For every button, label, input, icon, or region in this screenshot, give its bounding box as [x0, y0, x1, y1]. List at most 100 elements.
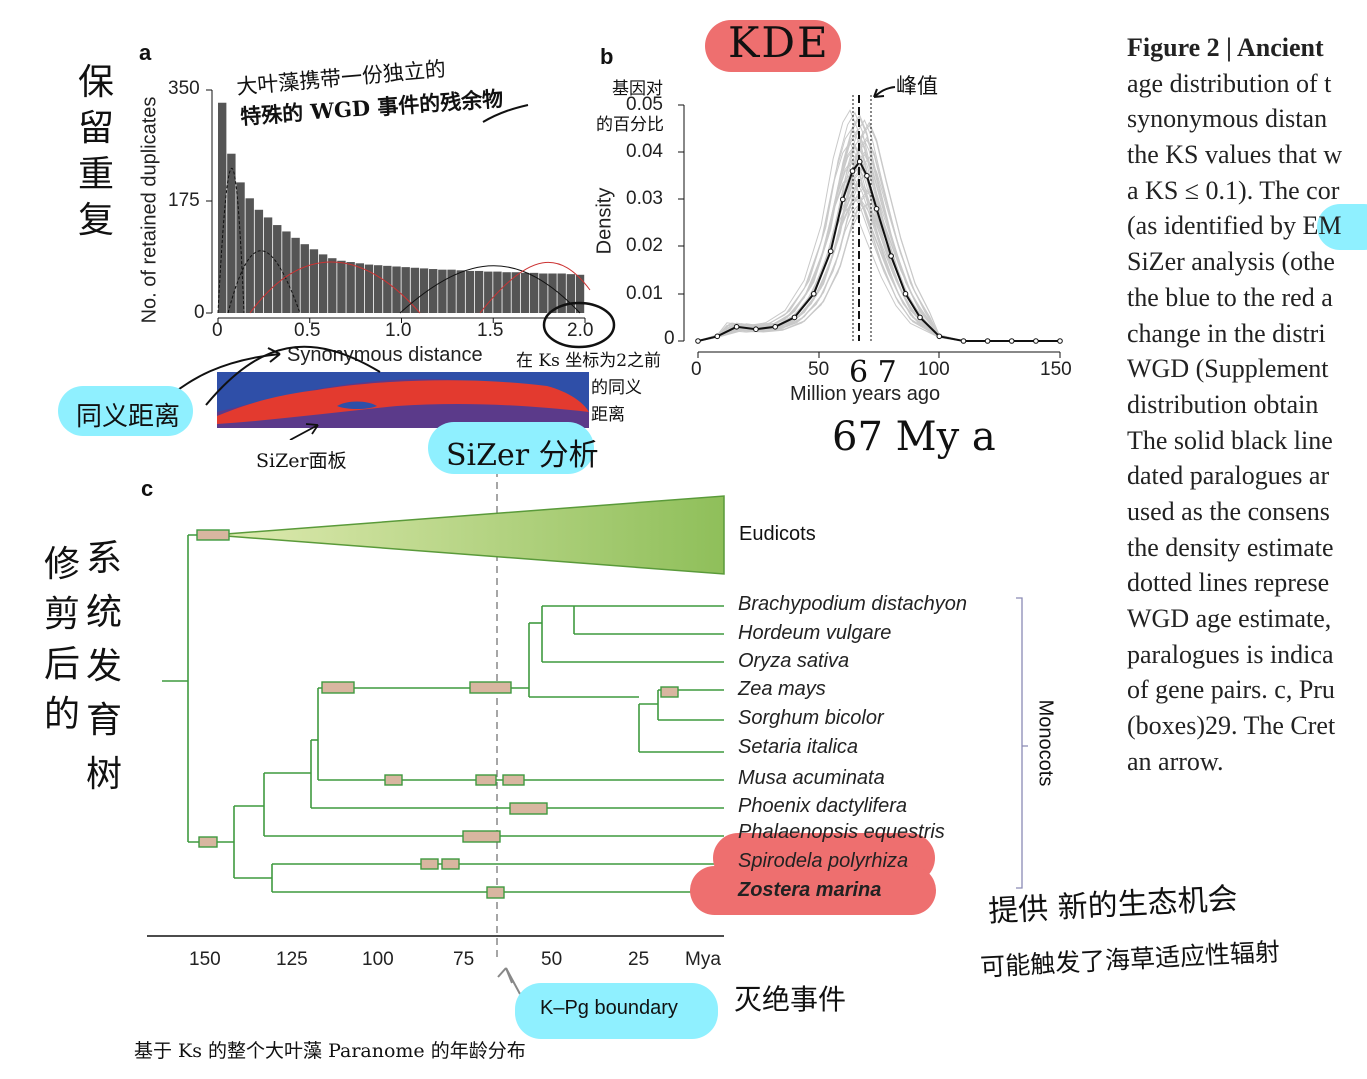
histogram-bar [548, 273, 557, 313]
species-label: Sorghum bicolor [738, 707, 884, 729]
histogram-bar [456, 270, 465, 313]
panel-a-ytick: 350 [168, 78, 200, 99]
annotation-ks-interval2: 的同义 [591, 378, 642, 398]
density-point [873, 206, 880, 212]
density-point [753, 326, 759, 333]
panel-c-xtick: 150 [189, 949, 221, 970]
panel-a-xtick: 0.5 [294, 320, 321, 341]
panel-b-ytick: 0 [664, 328, 675, 349]
annotation-ks-interval: 在 Ks 坐标为2之前 [516, 351, 662, 371]
species-label: Phalaenopsis equestris [738, 821, 945, 843]
sizer-map [217, 372, 589, 428]
annotation-67mya: 67 My a [832, 414, 996, 460]
histogram-bar [474, 270, 484, 313]
panel-c-letter: c [141, 476, 154, 501]
annotation-syn-dist: 同义距离 [76, 402, 181, 432]
species-label: Musa acuminata [738, 767, 885, 789]
species-label: Spirodela polyrhiza [738, 850, 909, 872]
density-chart [678, 95, 1063, 358]
histogram-bar [429, 269, 438, 313]
panel-a-xtick: 1.0 [385, 320, 412, 341]
panel-b-ytick: 0.01 [626, 283, 663, 304]
panel-a-xtick: 1.5 [477, 320, 504, 341]
density-point [733, 324, 740, 330]
caption-line: an arrow. [1127, 746, 1224, 776]
histogram-bar [539, 273, 548, 313]
panel-b-ytick: 0.02 [626, 235, 663, 256]
caption-line: WGD (Supplement [1127, 354, 1329, 384]
caption-line: (as identified by EM [1127, 204, 1367, 251]
panel-c-xtick: 75 [453, 949, 475, 970]
annotation-kde: KDE [728, 18, 830, 67]
histogram-bar [273, 225, 282, 313]
highlight-kpg [515, 983, 718, 1039]
histogram-bar [346, 262, 355, 313]
monocots-label: Monocots [1034, 699, 1057, 787]
density-point [714, 333, 721, 340]
histogram-bar [263, 217, 273, 313]
panel-a-letter: a [139, 40, 152, 65]
histogram-bar [309, 249, 319, 313]
species-label: Setaria italica [738, 736, 859, 758]
annotation-bottom: 基于 Ks 的整个大叶藻 Paranome 的年龄分布 [134, 1040, 526, 1062]
histogram-bar [575, 274, 585, 313]
highlight-sizer [428, 422, 594, 474]
caption-line: WGD age estimate, [1127, 604, 1332, 633]
histogram-bar [245, 198, 254, 313]
highlight-syn-dist [58, 386, 193, 436]
histogram-bar [227, 153, 236, 313]
annotation-sizer-panel: SiZer面板 [256, 450, 347, 472]
histogram-bar [438, 269, 447, 313]
caption-line: synonymous distan [1127, 104, 1328, 134]
density-line [697, 159, 1060, 342]
density-point [1008, 338, 1015, 344]
density-point [811, 291, 817, 297]
panel-a-xtick: 2.0 [567, 320, 594, 341]
caption-line: distribution obtain [1127, 389, 1319, 419]
histogram-bar [282, 231, 291, 313]
density-point [827, 248, 834, 255]
species-label: Phoenix dactylifera [738, 795, 907, 817]
panel-a-xlabel: Synonymous distance [287, 344, 483, 366]
histogram-bar [383, 265, 392, 313]
histogram-bar [254, 209, 264, 313]
density-point [888, 253, 894, 259]
histogram-bar [401, 267, 410, 313]
caption-line: age distribution of t [1127, 68, 1332, 98]
species-label: Brachypodium distachyon [738, 593, 968, 615]
histogram-bar [328, 258, 337, 313]
histogram-bar [511, 272, 520, 313]
caption-line: Figure 2 | Ancient [1127, 33, 1324, 62]
histogram-bar [520, 272, 530, 313]
panel-c-unit: Mya [685, 949, 721, 970]
histogram-bar [557, 273, 566, 313]
panel-a-xtick: 0 [212, 320, 223, 341]
density-point [1033, 338, 1039, 344]
histogram-chart [206, 89, 591, 323]
annotation-extinction: 灭绝事件 [734, 983, 847, 1016]
density-point [864, 173, 870, 179]
histogram-bar [291, 237, 300, 313]
caption-line: used as the consens [1127, 496, 1330, 526]
peak-arrow [169, 86, 896, 440]
density-point [984, 338, 991, 344]
histogram-bar [410, 267, 420, 313]
panel-b-xtick: 50 [808, 359, 830, 380]
histogram-bar [529, 272, 539, 313]
panel-b-ytick: 0.03 [626, 188, 663, 209]
highlight-zostera [690, 866, 936, 915]
histogram-bar [337, 260, 346, 313]
histogram-bar [364, 264, 374, 313]
highlight-kde [705, 20, 841, 72]
panel-b-ytick: 0.05 [626, 94, 663, 115]
phylogenetic-tree [147, 458, 1028, 995]
histogram-bar [373, 265, 383, 313]
panel-a-ytick: 175 [168, 190, 200, 211]
histogram-bar [447, 269, 456, 313]
density-point [902, 291, 909, 297]
histogram-bar [502, 272, 511, 313]
histogram-bar [300, 244, 309, 313]
caption-line: the blue to the red a [1127, 282, 1333, 312]
panel-b-xtick: 0 [691, 359, 702, 380]
caption-line: SiZer analysis (othe [1127, 247, 1335, 277]
